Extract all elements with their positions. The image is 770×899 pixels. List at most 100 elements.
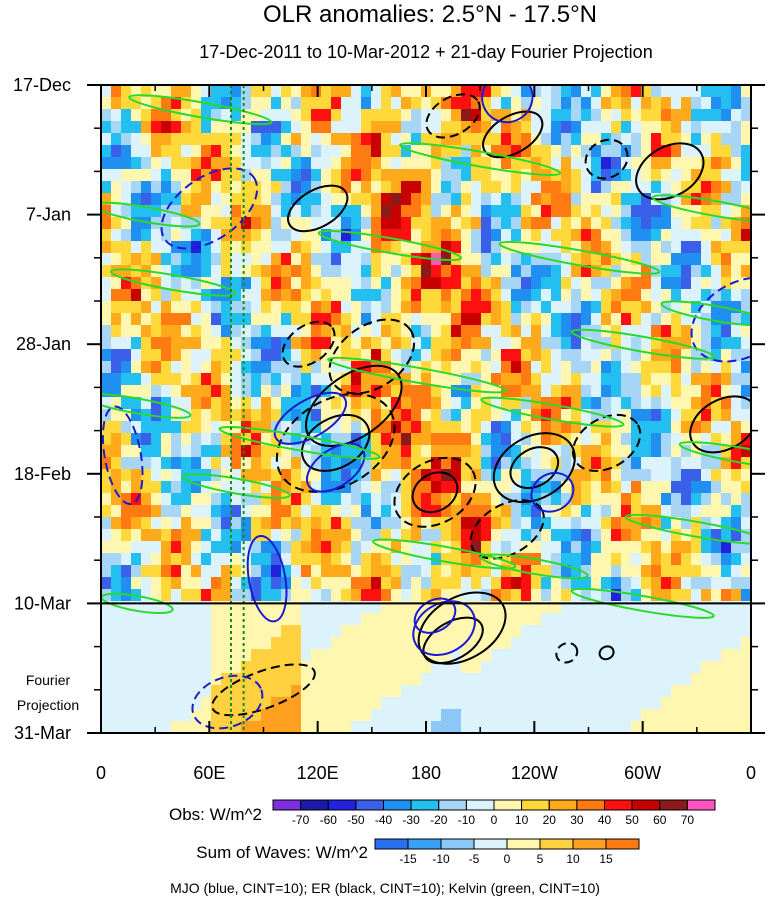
field-cell (741, 445, 751, 458)
field-cell (421, 709, 432, 722)
field-cell (691, 229, 702, 242)
field-cell (481, 469, 492, 482)
field-cell (251, 265, 262, 278)
field-cell (291, 277, 302, 290)
field-cell (381, 241, 392, 254)
field-cell (611, 661, 622, 674)
field-cell (721, 661, 732, 674)
field-cell (361, 433, 372, 446)
field-cell (191, 349, 202, 362)
field-cell (521, 721, 532, 733)
field-cell (471, 541, 482, 554)
field-cell (211, 625, 222, 638)
field-cell (101, 397, 112, 410)
field-cell (191, 313, 202, 326)
field-cell (621, 661, 632, 674)
field-cell (331, 697, 342, 710)
field-cell (431, 301, 442, 314)
field-cell (231, 277, 242, 290)
field-cell (201, 241, 212, 254)
field-cell (331, 565, 342, 578)
field-cell (191, 289, 202, 302)
field-cell (321, 433, 332, 446)
field-cell (711, 205, 722, 218)
field-cell (471, 205, 482, 218)
field-cell (641, 205, 652, 218)
field-cell (341, 121, 352, 134)
field-cell (411, 337, 422, 350)
field-cell (521, 109, 532, 122)
field-cell (671, 553, 682, 566)
field-cell (451, 673, 462, 686)
field-cell (101, 553, 112, 566)
field-cell (131, 349, 142, 362)
field-cell (151, 229, 162, 242)
field-cell (601, 229, 612, 242)
field-cell (261, 325, 272, 338)
field-cell (541, 181, 552, 194)
field-cell (441, 433, 452, 446)
field-cell (301, 361, 312, 374)
field-cell (561, 349, 572, 362)
field-cell (131, 697, 142, 710)
field-cell (121, 289, 132, 302)
field-cell (171, 349, 182, 362)
field-cell (601, 109, 612, 122)
field-cell (161, 325, 172, 338)
field-cell (441, 613, 452, 626)
field-cell (151, 253, 162, 266)
field-cell (181, 313, 192, 326)
field-cell (171, 553, 182, 566)
field-cell (111, 577, 122, 590)
field-cell (731, 433, 742, 446)
field-cell (671, 313, 682, 326)
field-cell (361, 301, 372, 314)
field-cell (501, 433, 512, 446)
field-cell (401, 361, 412, 374)
field-cell (231, 433, 242, 446)
field-cell (681, 445, 692, 458)
field-cell (221, 457, 232, 470)
field-cell (631, 361, 642, 374)
field-cell (211, 133, 222, 146)
field-cell (201, 457, 212, 470)
field-cell (211, 373, 222, 386)
field-cell (291, 205, 302, 218)
field-cell (451, 409, 462, 422)
field-cell (471, 229, 482, 242)
field-cell (491, 193, 502, 206)
field-cell (491, 517, 502, 530)
field-cell (231, 541, 242, 554)
field-cell (731, 337, 742, 350)
field-cell (361, 481, 372, 494)
field-cell (331, 109, 342, 122)
field-cell (341, 649, 352, 662)
field-cell (311, 457, 322, 470)
colorbar-swatch (539, 838, 574, 850)
field-cell (591, 205, 602, 218)
field-cell (211, 541, 222, 554)
field-cell (561, 421, 572, 434)
field-cell (511, 289, 522, 302)
field-cell (101, 673, 112, 686)
field-cell (341, 133, 352, 146)
field-cell (521, 337, 532, 350)
field-cell (511, 517, 522, 530)
field-cell (501, 193, 512, 206)
field-cell (721, 421, 732, 434)
field-cell (351, 349, 362, 362)
field-cell (171, 325, 182, 338)
field-cell (661, 673, 672, 686)
field-cell (581, 193, 592, 206)
field-cell (221, 205, 232, 218)
field-cell (231, 373, 242, 386)
field-cell (311, 169, 322, 182)
field-cell (701, 145, 712, 158)
field-cell (641, 133, 652, 146)
field-cell (541, 445, 552, 458)
field-cell (551, 637, 562, 650)
field-cell (291, 697, 302, 710)
field-cell (391, 241, 402, 254)
field-cell (591, 313, 602, 326)
field-cell (711, 337, 722, 350)
